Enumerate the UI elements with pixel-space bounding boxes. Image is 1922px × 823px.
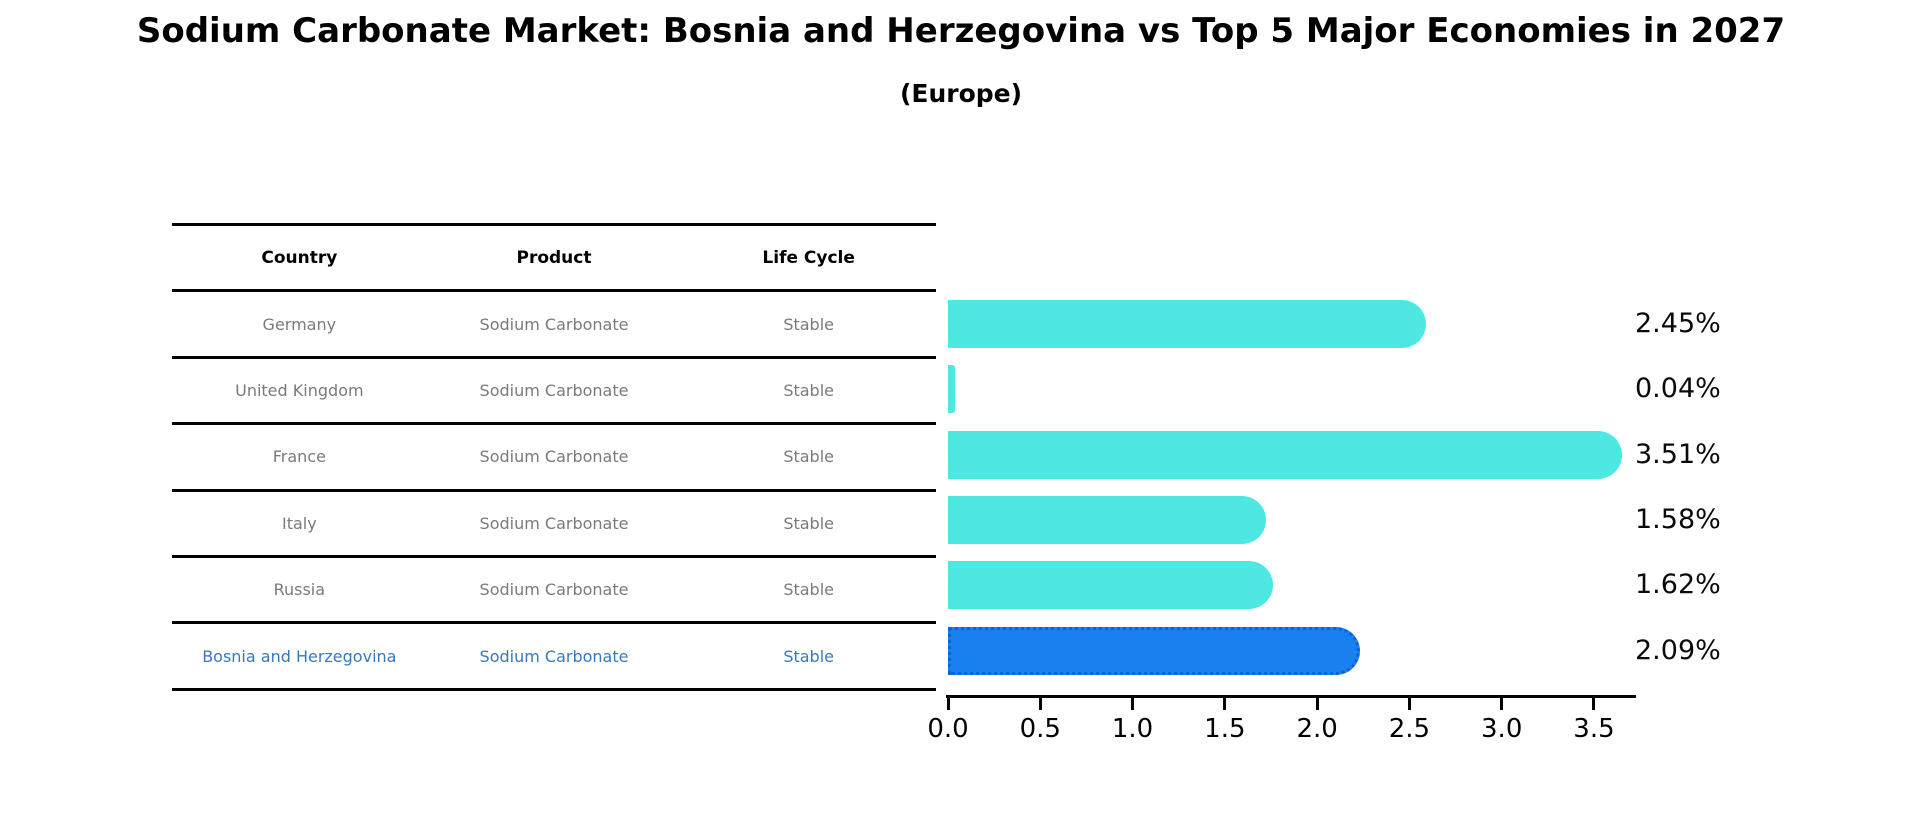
country-table: Country Product Life Cycle Germany Sodium… [172,223,936,691]
value-label-russia: 1.62% [1635,569,1721,601]
table-cell-country: United Kingdom [235,380,364,400]
table-cell-country: Russia [273,580,326,600]
value-label-bosnia-and-herzegovina: 2.09% [1635,634,1721,666]
chart-title: Sodium Carbonate Market: Bosnia and Herz… [136,11,1786,51]
table-row-france: France Sodium Carbonate Stable [172,425,936,492]
table-cell-country: France [272,447,326,467]
table-row-germany: Germany Sodium Carbonate Stable [172,292,936,359]
table-row-bosnia-and-herzegovina: Bosnia and Herzegovina Sodium Carbonate St… [172,624,936,691]
value-label-france: 3.51% [1635,438,1721,470]
x-axis-tick [946,695,950,710]
table-cell-product: Sodium Carbonate [479,580,629,600]
table-cell-life-cycle: Stable [783,513,834,533]
x-axis-tick-label: 3.0 [1481,714,1523,744]
bar-italy [948,495,1266,544]
bar-russia [948,561,1273,610]
x-axis-tick-label: 1.5 [1204,714,1246,744]
table-cell-life-cycle: Stable [783,580,834,600]
table-body: Germany Sodium Carbonate Stable United King… [172,292,936,691]
table-header-product: Product [516,247,592,268]
x-axis-tick [1038,695,1042,710]
x-axis-tick [1315,695,1319,710]
x-axis-tick-label: 1.0 [1111,714,1154,744]
value-label-germany: 2.45% [1635,308,1721,339]
bar-france [948,430,1622,479]
table-cell-product: Sodium Carbonate [479,314,629,334]
bar-germany [948,300,1427,348]
table-cell-country: Bosnia and Herzegovina [202,646,397,666]
value-label-united-kingdom: 0.04% [1635,373,1721,405]
x-axis-tick [1407,695,1411,710]
x-axis-tick-label: 2.0 [1296,714,1338,744]
x-axis-tick-label: 0.0 [927,714,969,744]
table-cell-product: Sodium Carbonate [479,447,629,467]
x-axis-tick [1500,695,1504,710]
table-cell-life-cycle: Stable [783,447,834,467]
table-row-united-kingdom: United Kingdom Sodium Carbonate Stable [172,359,936,426]
table-cell-life-cycle: Stable [783,646,834,666]
table-row-russia: Russia Sodium Carbonate Stable [172,558,936,625]
x-axis-tick-label: 2.5 [1388,714,1431,744]
x-axis-tick [1223,695,1227,710]
table-cell-life-cycle: Stable [783,380,834,400]
table-header-row: Country Product Life Cycle [172,226,936,293]
bar-united-kingdom [948,365,956,414]
chart-subtitle: (Europe) [899,79,1023,108]
table-header-life-cycle: Life Cycle [762,247,855,268]
table-cell-product: Sodium Carbonate [479,380,629,400]
table-cell-country: Germany [262,314,337,334]
x-axis-tick-label: 0.5 [1019,714,1061,744]
x-axis-tick [1131,695,1135,710]
table-cell-life-cycle: Stable [783,314,834,334]
table-cell-product: Sodium Carbonate [479,513,629,533]
value-label-italy: 1.58% [1635,503,1721,535]
x-axis-line [946,695,1636,698]
x-axis-tick [1592,695,1596,710]
table-row-italy: Italy Sodium Carbonate Stable [172,492,936,558]
table-header-country: Country [261,247,338,268]
table-cell-country: Italy [281,513,317,533]
bar-bosnia-and-herzegovina [948,626,1360,675]
x-axis-tick-label: 3.5 [1573,714,1615,744]
table-cell-product: Sodium Carbonate [479,646,629,666]
